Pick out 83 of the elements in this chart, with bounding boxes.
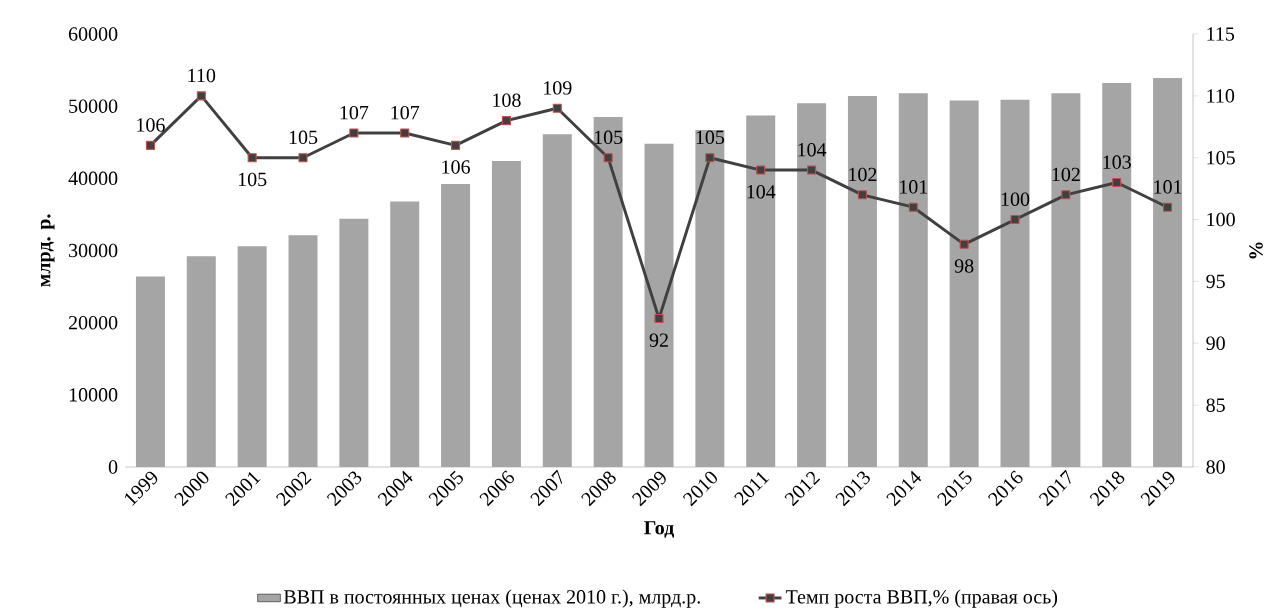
y-tick-label: 0 [108, 460, 118, 474]
point [196, 91, 206, 101]
legend-label: Темп роста ВВП,% (правая ось) [785, 589, 1058, 608]
y2-tick-label: 115 [1207, 27, 1235, 41]
data-label: 105 [238, 172, 267, 187]
point [247, 153, 257, 163]
point [1061, 190, 1071, 200]
bar [949, 100, 979, 468]
point [552, 103, 562, 113]
data-label: 110 [188, 68, 216, 83]
y-axis-title: млрд. р. [40, 214, 55, 287]
y-tick-label: 60000 [68, 27, 118, 41]
data-label: 109 [544, 81, 572, 95]
point [959, 239, 969, 249]
bar [746, 115, 776, 468]
data-label: 107 [340, 106, 369, 120]
bar [1102, 83, 1132, 468]
data-label: 106 [442, 160, 470, 174]
data-label: 108 [493, 93, 521, 108]
data-label: 101 [900, 180, 928, 194]
point [1112, 178, 1122, 188]
y-tick-label: 30000 [69, 243, 118, 258]
bar [593, 117, 623, 468]
bar [695, 130, 725, 468]
bar [186, 256, 216, 468]
y2-tick-label: 110 [1207, 89, 1235, 103]
data-label: 100 [1001, 192, 1030, 207]
bar [339, 218, 369, 468]
point [908, 202, 918, 212]
data-label: 102 [1052, 167, 1080, 182]
bar [237, 246, 267, 468]
point [654, 314, 664, 324]
point [807, 165, 817, 175]
point [501, 116, 511, 126]
bar [1000, 99, 1030, 468]
y2-axis-title: % [1249, 242, 1263, 259]
point [756, 165, 766, 175]
data-label: 104 [798, 143, 827, 157]
point [145, 140, 155, 151]
data-label: 107 [391, 106, 420, 120]
data-label: 106 [137, 118, 165, 132]
bar [390, 201, 420, 468]
point [451, 140, 461, 151]
y2-tick-label: 80 [1206, 460, 1225, 474]
y2-tick-label: 85 [1206, 398, 1225, 413]
data-label: 104 [747, 185, 776, 199]
point [705, 153, 715, 163]
point [603, 153, 613, 163]
y2-tick-label: 100 [1207, 212, 1235, 227]
data-label: 98 [954, 259, 974, 273]
data-label: 92 [649, 333, 668, 348]
data-label: 101 [1154, 180, 1182, 194]
point [1163, 202, 1173, 212]
bar [898, 93, 928, 468]
bar [847, 96, 877, 468]
y2-tick-label: 95 [1206, 274, 1225, 289]
bar [1153, 78, 1183, 468]
bar [1051, 93, 1081, 468]
y2-tick-label: 105 [1207, 151, 1235, 165]
bar [491, 161, 521, 468]
y-tick-label: 40000 [68, 171, 118, 186]
y-tick-label: 20000 [68, 316, 118, 330]
x-axis-title: Год [644, 521, 675, 538]
data-label: 105 [696, 130, 725, 145]
point [857, 190, 867, 200]
bar [135, 276, 165, 468]
point [400, 128, 410, 138]
data-label: 103 [1103, 155, 1131, 169]
point [349, 128, 359, 138]
bar [441, 184, 471, 468]
bar [644, 143, 674, 468]
data-label: 105 [289, 130, 318, 145]
data-label: 102 [849, 167, 877, 182]
point [1010, 215, 1020, 225]
legend-label: ВВП в постоянных ценах (ценах 2010 г.), млрд.р. [283, 589, 700, 608]
bar [542, 134, 572, 468]
y2-tick-label: 90 [1206, 336, 1225, 351]
data-label: 105 [594, 130, 623, 145]
point [298, 153, 308, 163]
bar [288, 235, 318, 468]
bar [797, 103, 827, 468]
y-tick-label: 10000 [69, 388, 118, 402]
y-tick-label: 50000 [69, 99, 118, 114]
